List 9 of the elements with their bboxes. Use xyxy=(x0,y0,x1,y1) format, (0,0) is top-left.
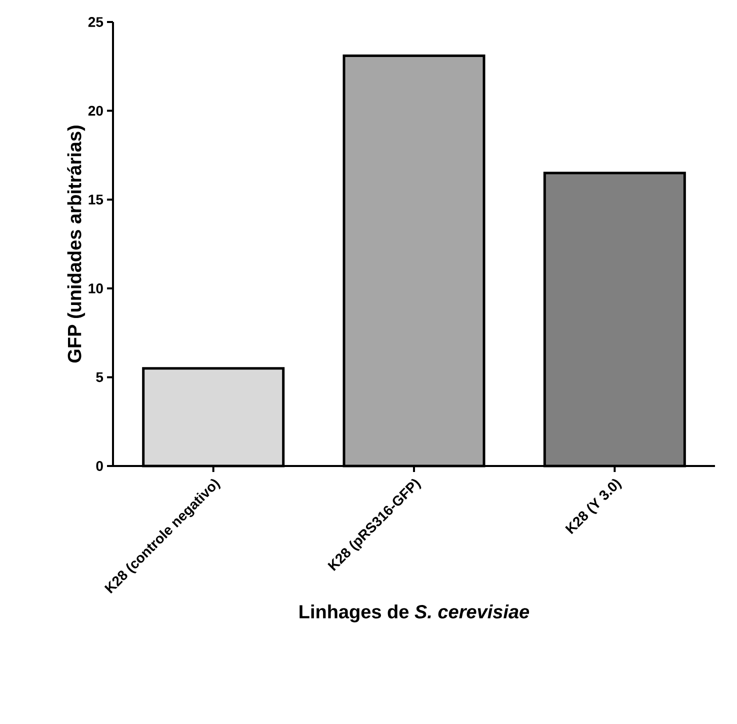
y-tick-label: 25 xyxy=(88,17,104,27)
y-tick-label: 0 xyxy=(96,461,103,471)
y-tick-label: 15 xyxy=(88,194,104,204)
y-tick-label: 5 xyxy=(96,372,104,382)
x-tick-label: K28 (Y 3.0) xyxy=(565,478,622,534)
x-axis-title: Linhages de S. cerevisiae xyxy=(300,604,530,622)
y-axis-title: GFP (unidades arbitrárias) xyxy=(67,126,86,363)
y-tick-label: 10 xyxy=(88,283,103,294)
y-tick-label: 20 xyxy=(88,106,103,116)
